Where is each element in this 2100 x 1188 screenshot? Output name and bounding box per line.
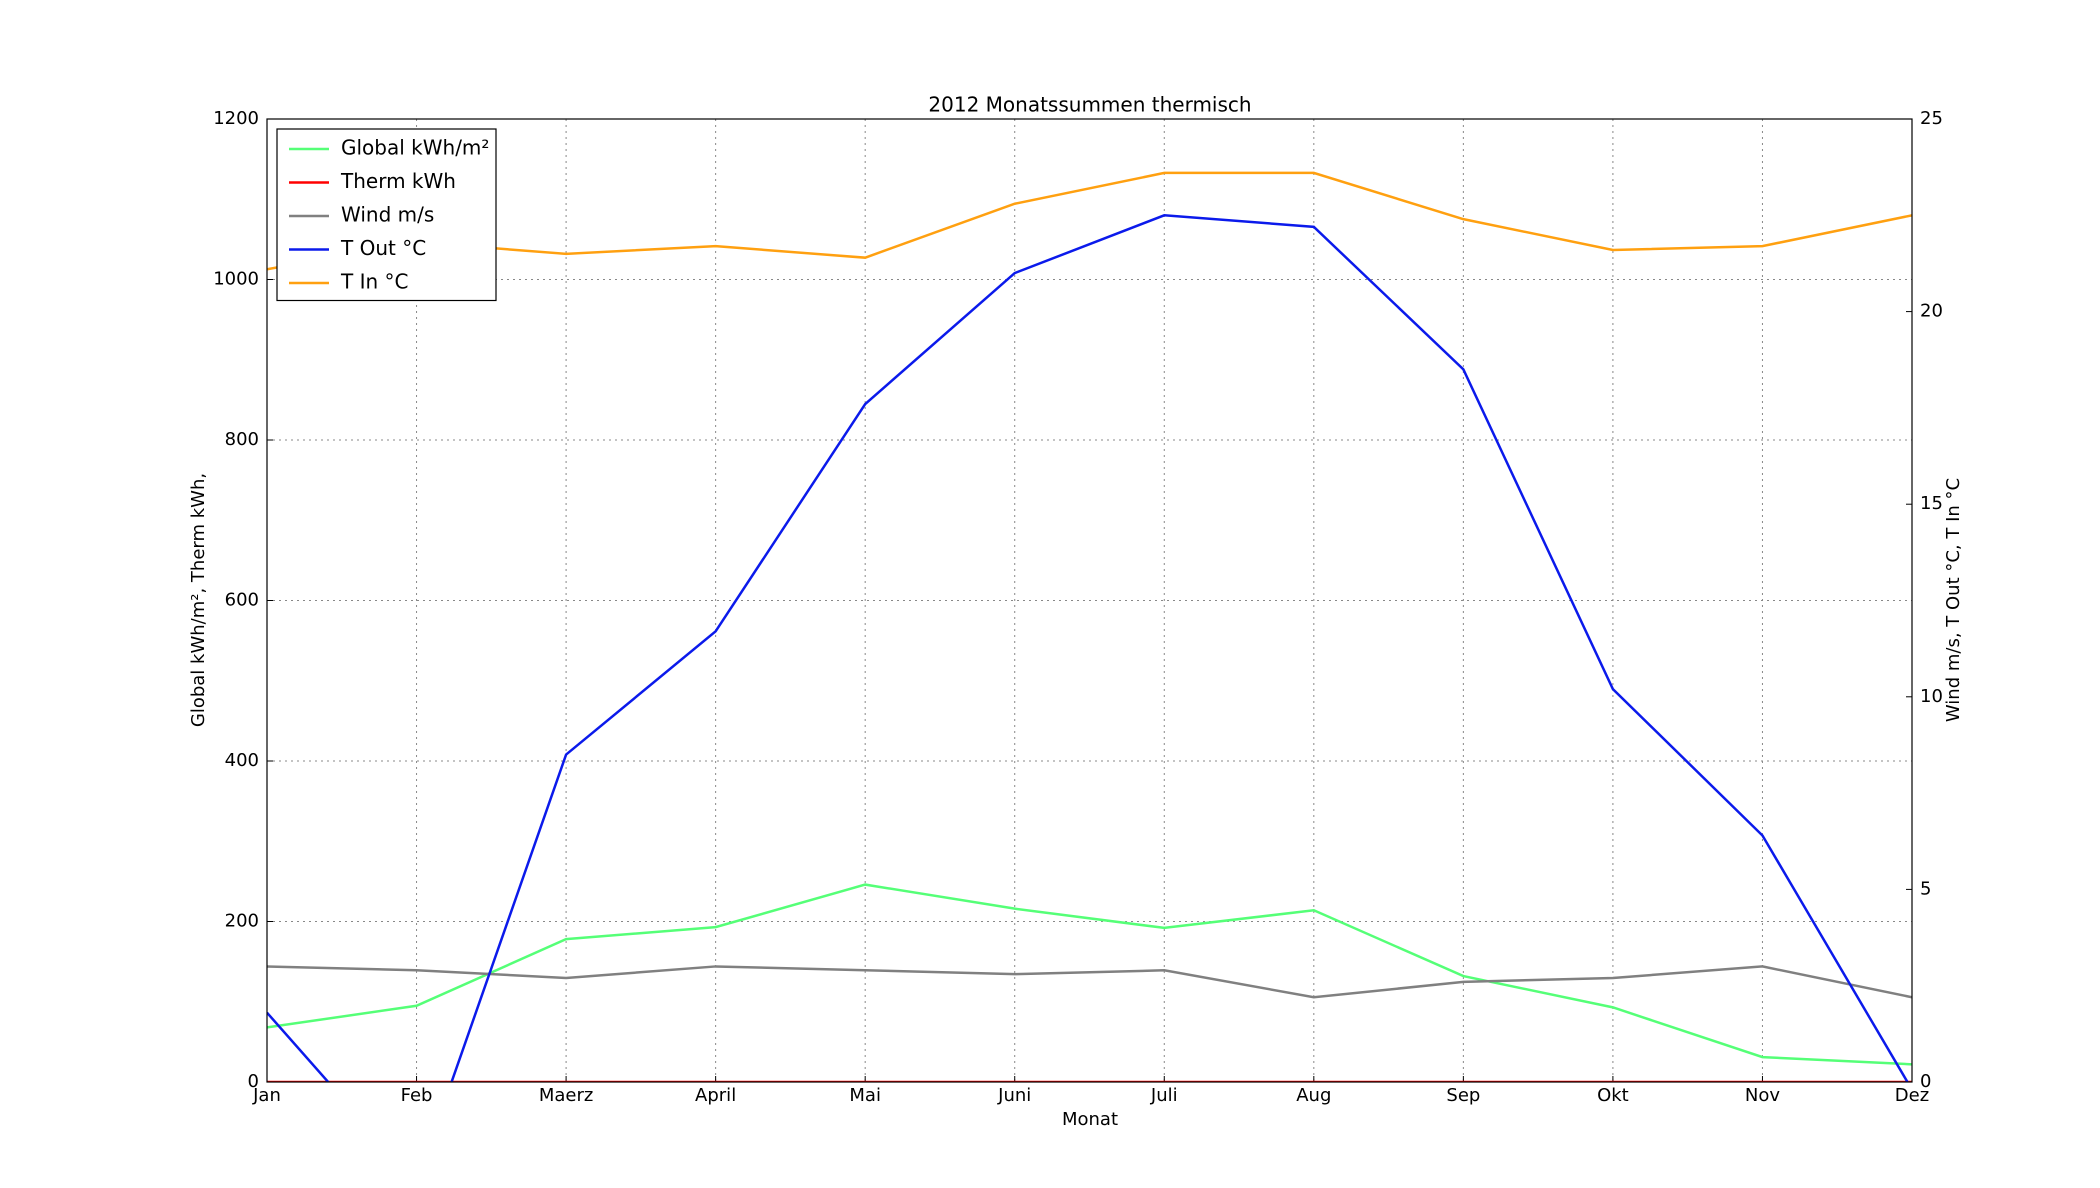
x-tick-label: Aug	[1296, 1085, 1331, 1106]
series-line	[267, 883, 1912, 1066]
y2-tick-label: 15	[1920, 493, 1943, 514]
x-tick-label: Nov	[1745, 1085, 1780, 1106]
chart-title: 2012 Monatssummen thermisch	[928, 93, 1251, 117]
series-line	[267, 965, 1912, 999]
y-tick-label: 1200	[213, 108, 259, 129]
y2-tick-label: 0	[1920, 1071, 1931, 1092]
legend-label: T In °C	[340, 270, 408, 294]
series-line	[267, 171, 1912, 271]
x-tick-label: Dez	[1895, 1085, 1929, 1106]
y2-tick-label: 25	[1920, 108, 1943, 129]
x-tick-label: Jan	[252, 1085, 281, 1106]
plot-frame	[266, 118, 1913, 1083]
legend-label: Wind m/s	[341, 203, 434, 227]
x-tick-label: Feb	[401, 1085, 433, 1106]
x-tick-label: April	[695, 1085, 736, 1106]
x-tick-label: Mai	[849, 1085, 881, 1106]
y-tick-label: 0	[248, 1071, 259, 1092]
y-tick-label: 1000	[213, 269, 259, 290]
x-tick-label: Sep	[1446, 1085, 1480, 1106]
x-tick-label: Juni	[997, 1085, 1031, 1106]
y-tick-label: 600	[225, 590, 259, 611]
y-axis-label: Global kWh/m², Therm kWh,	[188, 473, 209, 727]
y2-axis-label: Wind m/s, T Out °C, T In °C	[1943, 478, 1964, 722]
y-tick-label: 800	[225, 429, 259, 450]
x-tick-label: Okt	[1597, 1085, 1629, 1106]
legend-label: Therm kWh	[340, 169, 456, 193]
x-tick-label: Juli	[1150, 1085, 1178, 1106]
y2-tick-label: 5	[1920, 878, 1931, 899]
legend-label: Global kWh/m²	[341, 136, 489, 160]
y-tick-label: 200	[225, 911, 259, 932]
x-tick-label: Maerz	[539, 1085, 593, 1106]
y2-tick-label: 20	[1920, 301, 1943, 322]
x-axis-label: Monat	[1062, 1109, 1118, 1130]
series-line	[267, 214, 1909, 1082]
y-tick-label: 400	[225, 750, 259, 771]
legend-label: T Out °C	[340, 236, 426, 260]
y2-tick-label: 10	[1920, 686, 1943, 707]
